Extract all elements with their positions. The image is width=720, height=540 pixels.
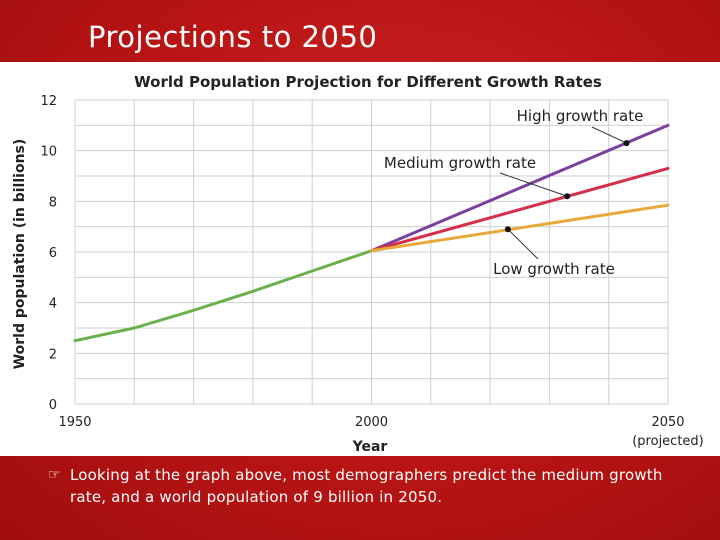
- chart-series: [73, 123, 670, 343]
- x-tick-label: 1950: [58, 415, 91, 430]
- annotation-high-growth-rate: High growth rate: [517, 107, 644, 125]
- y-tick-label: 12: [40, 94, 57, 109]
- pointing-hand-icon: ☞: [48, 467, 61, 483]
- marker-point-low-growth-rate: [504, 226, 511, 233]
- x-axis-note: (projected): [632, 434, 704, 449]
- chart-axes: 0 2 4 6 8 10 12 1950 2000 2050: [40, 94, 684, 430]
- series-line-historical: [73, 249, 373, 343]
- bullet-text: Looking at the graph above, most demogra…: [70, 466, 663, 506]
- chart-panel: High growth rate Medium growth rate Low gr…: [0, 62, 720, 456]
- leader-line-high-growth-rate: [591, 126, 627, 144]
- leader-line-low-growth-rate: [507, 228, 539, 260]
- y-tick-label: 2: [49, 347, 57, 362]
- population-chart: High growth rate Medium growth rate Low gr…: [12, 73, 704, 455]
- annotation-medium-growth-rate: Medium growth rate: [384, 154, 536, 172]
- y-tick-label: 4: [49, 297, 57, 312]
- y-tick-label: 8: [49, 195, 57, 210]
- x-tick-label: 2000: [355, 415, 388, 430]
- marker-point-high-growth-rate: [623, 140, 630, 147]
- series-line-medium-growth-rate: [370, 166, 670, 253]
- y-tick-label: 10: [40, 145, 57, 160]
- chart-annotations: High growth rate Medium growth rate Low gr…: [384, 107, 643, 278]
- slide-title: Projections to 2050: [88, 20, 378, 54]
- y-tick-label: 6: [49, 246, 57, 261]
- marker-point-medium-growth-rate: [564, 193, 571, 200]
- series-line-low-growth-rate: [370, 203, 670, 253]
- y-axis-label: World population (in billions): [12, 139, 28, 370]
- chart-title: World Population Projection for Differen…: [134, 73, 602, 91]
- x-tick-label: 2050: [651, 415, 684, 430]
- series-line-high-growth-rate: [370, 123, 670, 253]
- annotation-low-growth-rate: Low growth rate: [493, 260, 615, 278]
- y-tick-label: 0: [49, 398, 57, 413]
- leader-line-medium-growth-rate: [499, 172, 568, 197]
- chart-grid: [74, 99, 669, 405]
- x-axis-label: Year: [352, 439, 388, 455]
